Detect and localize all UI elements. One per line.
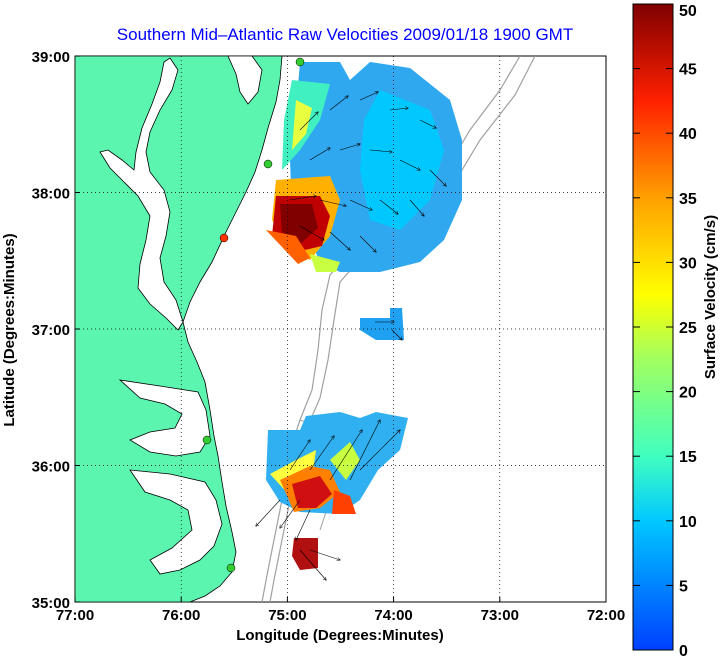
y-tick-label: 37:00 [32, 322, 70, 339]
x-axis-ticks: 77:00 76:00 75:00 74:00 73:00 72:00 [56, 597, 625, 624]
colorbar-tick-label: 15 [679, 449, 697, 466]
velocity-field-south [266, 412, 408, 570]
colorbar-tick-label: 30 [679, 255, 697, 272]
y-axis-ticks: 39:00 38:00 37:00 36:00 35:00 [32, 49, 80, 612]
colorbar-tick-label: 0 [679, 643, 688, 659]
colorbar-tick-label: 35 [679, 191, 697, 208]
y-tick-label: 39:00 [32, 49, 70, 66]
y-tick-label: 35:00 [32, 595, 70, 612]
colorbar-tick-label: 45 [679, 62, 697, 79]
chesapeake-bay [99, 57, 184, 331]
chart-title: Southern Mid–Atlantic Raw Velocities 200… [117, 25, 573, 44]
colorbar-label: Surface Velocity (cm/s) [702, 215, 719, 379]
colorbar-tick-label: 10 [679, 514, 697, 531]
station-marker [295, 57, 305, 67]
y-tick-label: 36:00 [32, 459, 70, 476]
colorbar-tick-label: 20 [679, 385, 697, 402]
colorbar-tick-label: 5 [679, 578, 688, 595]
x-tick-label: 77:00 [56, 607, 94, 624]
colorbar-tick-label: 25 [679, 320, 697, 337]
x-axis-label: Longitude (Degrees:Minutes) [236, 627, 444, 644]
velocity-field-small [360, 308, 404, 340]
station-marker [219, 233, 229, 243]
albemarle-sound [118, 379, 211, 457]
station-marker [263, 159, 273, 169]
velocity-vectors [256, 92, 446, 580]
x-tick-label: 73:00 [481, 607, 519, 624]
velocity-field-north [266, 62, 462, 272]
y-axis-label: Latitude (Degrees:Minutes) [1, 233, 18, 426]
station-marker [226, 563, 236, 573]
pamlico-sound [129, 469, 223, 575]
x-tick-label: 74:00 [374, 607, 412, 624]
delaware-bay [227, 56, 263, 105]
x-tick-label: 75:00 [268, 607, 306, 624]
x-tick-label: 72:00 [587, 607, 625, 624]
radar-stations [202, 57, 305, 573]
station-marker [202, 435, 212, 445]
y-tick-label: 38:00 [32, 186, 70, 203]
grid-lines [75, 56, 606, 602]
x-tick-label: 76:00 [162, 607, 200, 624]
colorbar-tick-label: 40 [679, 126, 697, 143]
colorbar-tick-label: 50 [679, 3, 697, 20]
